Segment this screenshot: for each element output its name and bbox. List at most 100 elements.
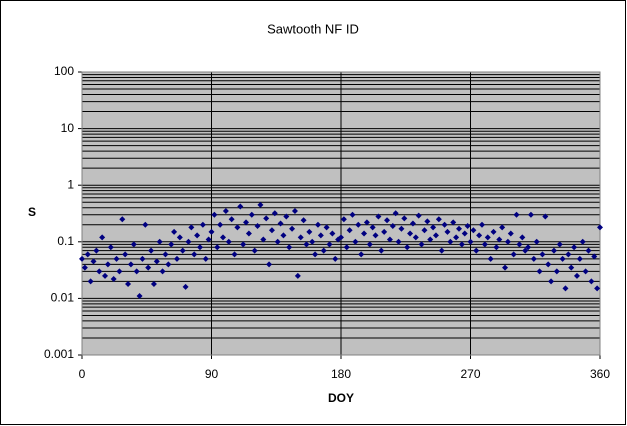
point xyxy=(303,241,310,248)
point xyxy=(266,261,273,268)
point xyxy=(93,247,100,254)
point xyxy=(585,247,592,254)
point xyxy=(222,208,229,215)
point xyxy=(243,219,250,226)
point xyxy=(110,276,117,283)
point xyxy=(372,232,379,239)
point xyxy=(162,251,169,258)
point xyxy=(217,221,224,228)
point xyxy=(79,255,85,262)
point xyxy=(323,224,330,231)
point xyxy=(358,251,365,258)
point xyxy=(455,225,462,232)
point xyxy=(366,241,373,248)
point xyxy=(493,244,500,251)
point xyxy=(522,247,529,254)
point xyxy=(199,221,206,228)
point xyxy=(274,238,281,245)
point xyxy=(418,241,425,248)
point xyxy=(424,218,431,225)
point xyxy=(251,247,258,254)
point xyxy=(487,255,494,262)
point xyxy=(467,238,474,245)
point xyxy=(559,255,566,262)
point xyxy=(245,230,252,237)
point xyxy=(142,221,149,228)
point xyxy=(329,230,336,237)
point xyxy=(220,234,227,241)
point xyxy=(525,244,532,251)
point xyxy=(130,241,137,248)
point xyxy=(386,236,393,243)
point xyxy=(588,278,595,285)
point xyxy=(527,211,534,218)
point xyxy=(196,244,203,251)
point xyxy=(191,251,198,258)
point xyxy=(90,258,97,265)
point xyxy=(168,241,175,248)
point xyxy=(165,261,172,268)
point xyxy=(395,238,402,245)
point xyxy=(96,268,103,275)
point xyxy=(545,261,552,268)
point xyxy=(122,251,129,258)
point xyxy=(211,211,218,218)
point xyxy=(427,236,434,243)
point xyxy=(576,255,583,262)
point xyxy=(263,215,270,222)
point xyxy=(225,238,232,245)
y-axis-title: S xyxy=(28,205,36,219)
point xyxy=(104,261,111,268)
point xyxy=(582,268,589,275)
point xyxy=(579,238,586,245)
point xyxy=(312,251,319,258)
point xyxy=(81,264,88,271)
point xyxy=(470,227,477,234)
point xyxy=(539,251,546,258)
point xyxy=(568,264,575,271)
point xyxy=(136,293,143,300)
point xyxy=(289,225,296,232)
point xyxy=(87,278,94,285)
y-tick-label: 0.01 xyxy=(51,291,75,305)
point xyxy=(536,268,543,275)
point xyxy=(240,241,247,248)
x-tick-label: 90 xyxy=(205,367,219,381)
point xyxy=(113,255,120,262)
point xyxy=(156,238,163,245)
point xyxy=(179,247,186,254)
x-axis-title: DOY xyxy=(328,391,354,405)
point xyxy=(435,216,442,223)
point xyxy=(171,228,178,235)
point xyxy=(352,238,359,245)
x-tick-label: 180 xyxy=(331,367,351,381)
point xyxy=(314,221,321,228)
point xyxy=(421,227,428,234)
point xyxy=(133,268,140,275)
point xyxy=(375,213,382,220)
point xyxy=(444,228,451,235)
point xyxy=(594,285,601,292)
point xyxy=(438,247,445,254)
point xyxy=(363,219,370,226)
plot-border xyxy=(81,71,601,356)
point xyxy=(173,255,180,262)
point xyxy=(286,244,293,251)
point xyxy=(346,227,353,234)
point xyxy=(228,216,235,223)
point xyxy=(355,221,362,228)
point xyxy=(430,224,437,231)
point xyxy=(401,215,408,222)
point xyxy=(571,244,578,251)
point xyxy=(320,247,327,254)
point xyxy=(291,208,298,215)
point xyxy=(340,216,347,223)
point xyxy=(591,253,598,260)
point xyxy=(153,258,160,265)
point xyxy=(317,232,324,239)
point xyxy=(553,268,560,275)
point xyxy=(254,223,261,230)
y-tick-label: 0.1 xyxy=(57,234,74,248)
